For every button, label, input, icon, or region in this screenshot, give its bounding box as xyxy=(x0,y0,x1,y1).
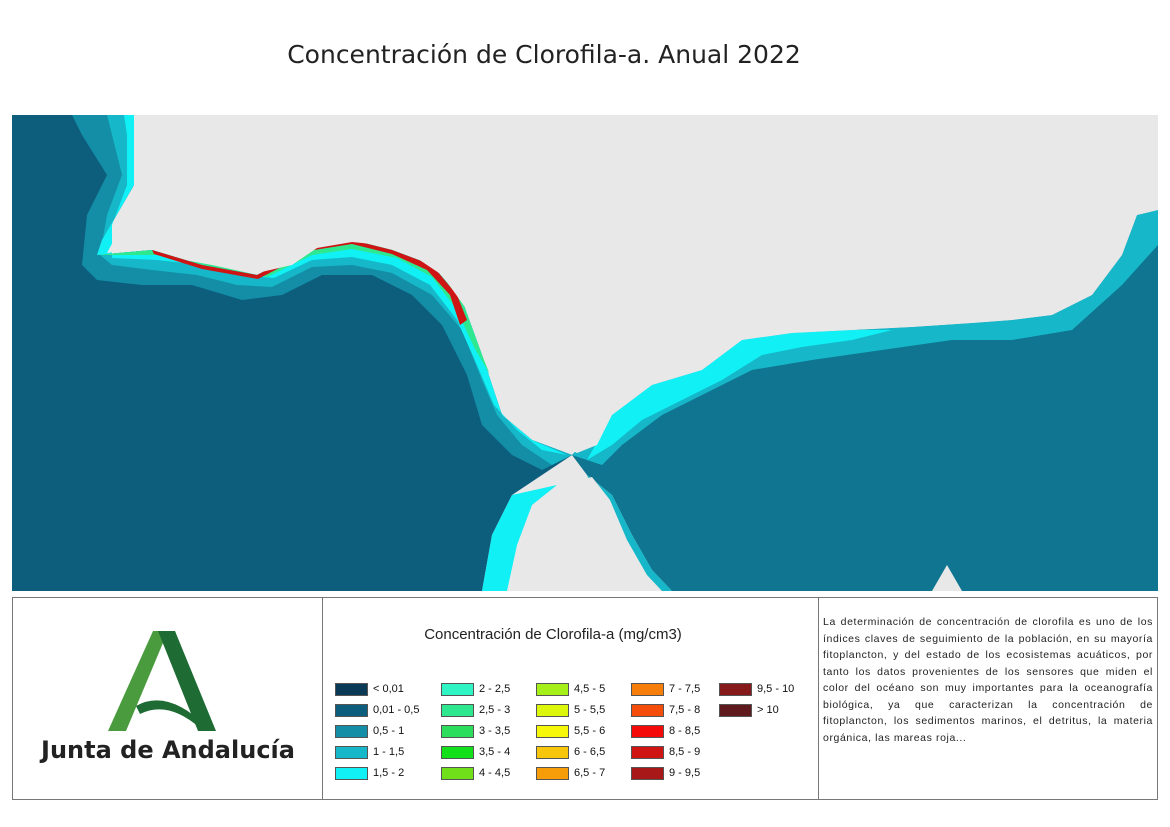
coast-green-band xyxy=(97,240,490,375)
legend-item: 9 - 9,5 xyxy=(631,765,700,781)
junta-andalucia-logo-icon xyxy=(108,628,228,738)
logo-cell: Junta de Andalucía xyxy=(13,598,323,799)
legend-swatch xyxy=(631,682,664,696)
legend-swatch xyxy=(335,703,368,717)
africa-east-land xyxy=(937,570,957,591)
legend-swatch xyxy=(441,724,474,738)
legend-swatch xyxy=(631,766,664,780)
legend-swatch xyxy=(631,724,664,738)
legend-swatch xyxy=(536,724,569,738)
legend-item: 7,5 - 8 xyxy=(631,702,700,718)
legend-label: 7,5 - 8 xyxy=(669,704,701,717)
iberia-land xyxy=(107,115,1158,453)
legend-label: 1,5 - 2 xyxy=(373,767,405,780)
legend-swatch xyxy=(441,703,474,717)
legend-label: 8,5 - 9 xyxy=(669,746,701,759)
legend-item: 8,5 - 9 xyxy=(631,744,700,760)
legend-item: 4 - 4,5 xyxy=(441,765,510,781)
legend-item: 5 - 5,5 xyxy=(536,702,605,718)
legend-label: 5,5 - 6 xyxy=(574,725,606,738)
mediterranean-deep-water xyxy=(572,210,1158,591)
legend-label: 7 - 7,5 xyxy=(669,683,701,696)
legend-label: 1 - 1,5 xyxy=(373,746,405,759)
legend-label: 2 - 2,5 xyxy=(479,683,511,696)
description-cell: La determinación de concentración de clo… xyxy=(819,598,1159,799)
legend-label: 9,5 - 10 xyxy=(757,683,795,696)
legend-label: 3,5 - 4 xyxy=(479,746,511,759)
legend-swatch xyxy=(441,682,474,696)
legend-item: 0,5 - 1 xyxy=(335,723,404,739)
legend-item: 8 - 8,5 xyxy=(631,723,700,739)
info-panel: Junta de Andalucía Concentración de Clor… xyxy=(12,597,1158,800)
mediterranean-coastal-band xyxy=(587,330,892,460)
legend-item: 1 - 1,5 xyxy=(335,744,404,760)
legend-cell: Concentración de Clorofila-a (mg/cm3) < … xyxy=(323,598,819,799)
junta-andalucia-logo-text: Junta de Andalucía xyxy=(41,736,295,764)
legend-label: 0,01 - 0,5 xyxy=(373,704,420,717)
legend-swatch xyxy=(719,682,752,696)
legend-swatch xyxy=(335,724,368,738)
legend-swatch xyxy=(536,745,569,759)
legend-item: 4,5 - 5 xyxy=(536,681,605,697)
legend-label: 6,5 - 7 xyxy=(574,767,606,780)
map-canvas xyxy=(12,115,1158,591)
legend-item: 2,5 - 3 xyxy=(441,702,510,718)
legend-item: 6,5 - 7 xyxy=(536,765,605,781)
legend-swatch xyxy=(536,766,569,780)
legend-label: 9 - 9,5 xyxy=(669,767,701,780)
atlantic-deep-water xyxy=(12,115,572,591)
africa-coastal-band xyxy=(482,485,557,591)
legend-title: Concentración de Clorofila-a (mg/cm3) xyxy=(424,626,682,643)
legend-item: 1,5 - 2 xyxy=(335,765,404,781)
legend-swatch xyxy=(335,766,368,780)
legend-label: < 0,01 xyxy=(373,683,404,696)
legend-label: 5 - 5,5 xyxy=(574,704,606,717)
legend-item: 6 - 6,5 xyxy=(536,744,605,760)
legend-label: 2,5 - 3 xyxy=(479,704,511,717)
legend-item: < 0,01 xyxy=(335,681,404,697)
chlorophyll-map xyxy=(12,115,1158,591)
legend-swatch xyxy=(631,703,664,717)
legend-swatch xyxy=(719,703,752,717)
legend-item: 7 - 7,5 xyxy=(631,681,700,697)
legend-swatch xyxy=(335,745,368,759)
legend-label: 4,5 - 5 xyxy=(574,683,606,696)
legend-swatch xyxy=(441,766,474,780)
map-title: Concentración de Clorofila-a. Anual 2022 xyxy=(287,40,801,69)
legend-swatch xyxy=(441,745,474,759)
legend-label: 3 - 3,5 xyxy=(479,725,511,738)
legend-item: 3,5 - 4 xyxy=(441,744,510,760)
legend-swatch xyxy=(631,745,664,759)
legend-label: 0,5 - 1 xyxy=(373,725,405,738)
legend-label: 6 - 6,5 xyxy=(574,746,606,759)
legend-label: 8 - 8,5 xyxy=(669,725,701,738)
legend-swatch xyxy=(536,703,569,717)
legend-item: > 10 xyxy=(719,702,779,718)
legend-swatch xyxy=(335,682,368,696)
legend-label: 4 - 4,5 xyxy=(479,767,511,780)
legend-swatch xyxy=(536,682,569,696)
legend-item: 3 - 3,5 xyxy=(441,723,510,739)
description-text: La determinación de concentración de clo… xyxy=(823,616,1153,744)
legend-item: 2 - 2,5 xyxy=(441,681,510,697)
legend-item: 0,01 - 0,5 xyxy=(335,702,419,718)
legend-item: 9,5 - 10 xyxy=(719,681,794,697)
legend-item: 5,5 - 6 xyxy=(536,723,605,739)
mediterranean-shelf xyxy=(572,210,1158,465)
africa-land xyxy=(522,477,662,591)
legend-label: > 10 xyxy=(757,704,779,717)
